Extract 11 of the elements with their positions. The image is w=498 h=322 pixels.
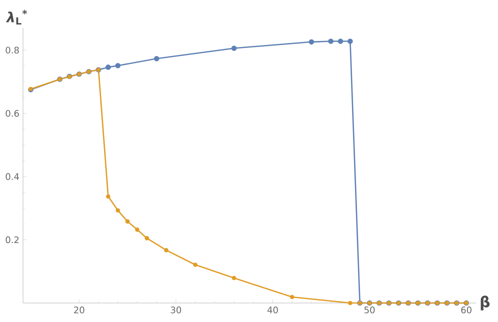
y-axis-title: λ$_{L}$* — [6, 10, 28, 24]
x-tick-label: 40 — [267, 306, 278, 314]
y-tick-label: 0.2 — [6, 236, 19, 244]
y-tick-label: 0.8 — [6, 46, 19, 54]
x-axis-title: β — [480, 296, 490, 310]
x-tick-label: 20 — [74, 306, 84, 314]
x-tick-label: 30 — [170, 306, 182, 314]
y-tick-label: 0.6 — [6, 110, 19, 117]
x-tick-label: 60 — [461, 306, 472, 314]
x-tick-label: 50 — [364, 306, 375, 314]
y-tick-label: 0.4 — [6, 173, 19, 180]
